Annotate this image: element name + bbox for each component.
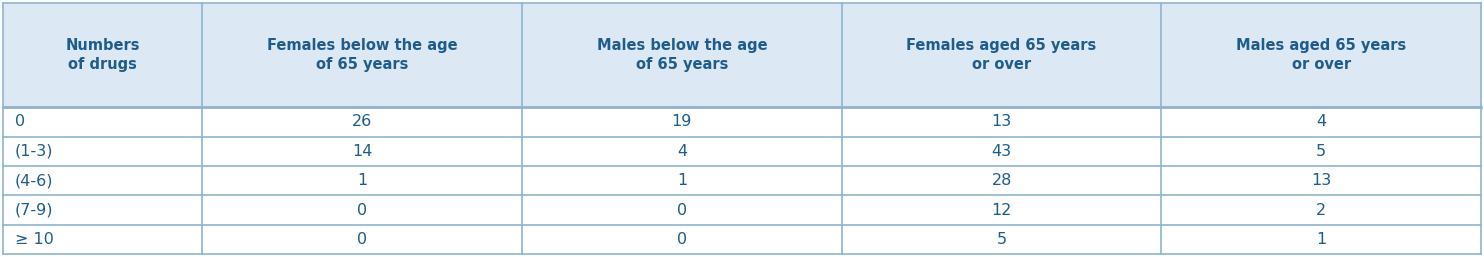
- Text: 28: 28: [991, 173, 1012, 188]
- Bar: [522, 136, 841, 166]
- Bar: [202, 136, 522, 166]
- Text: 5: 5: [1316, 144, 1327, 159]
- Text: (7-9): (7-9): [15, 203, 53, 218]
- Bar: [522, 225, 841, 254]
- Text: (1-3): (1-3): [15, 144, 53, 159]
- Bar: [202, 196, 522, 225]
- Bar: [1162, 3, 1481, 107]
- Bar: [522, 196, 841, 225]
- Text: Males aged 65 years
or over: Males aged 65 years or over: [1236, 38, 1407, 72]
- Bar: [202, 3, 522, 107]
- Text: 1: 1: [1316, 232, 1327, 247]
- Text: 0: 0: [358, 203, 368, 218]
- Bar: [1162, 196, 1481, 225]
- Text: 26: 26: [352, 114, 372, 129]
- Bar: [202, 107, 522, 136]
- Text: 1: 1: [677, 173, 687, 188]
- Bar: [522, 166, 841, 196]
- Bar: [841, 107, 1162, 136]
- Text: 43: 43: [991, 144, 1012, 159]
- Bar: [3, 225, 202, 254]
- Text: 12: 12: [991, 203, 1012, 218]
- Text: 13: 13: [991, 114, 1012, 129]
- Bar: [3, 196, 202, 225]
- Text: 0: 0: [15, 114, 25, 129]
- Text: 0: 0: [677, 203, 687, 218]
- Bar: [3, 136, 202, 166]
- Bar: [1162, 225, 1481, 254]
- Text: 4: 4: [1316, 114, 1327, 129]
- Bar: [841, 3, 1162, 107]
- Bar: [3, 107, 202, 136]
- Text: 0: 0: [677, 232, 687, 247]
- Text: Females aged 65 years
or over: Females aged 65 years or over: [907, 38, 1097, 72]
- Bar: [1162, 166, 1481, 196]
- Bar: [522, 3, 841, 107]
- Bar: [202, 225, 522, 254]
- Text: Males below the age
of 65 years: Males below the age of 65 years: [597, 38, 767, 72]
- Bar: [1162, 136, 1481, 166]
- Text: Females below the age
of 65 years: Females below the age of 65 years: [267, 38, 457, 72]
- Text: 1: 1: [358, 173, 368, 188]
- Bar: [1162, 107, 1481, 136]
- Text: 13: 13: [1310, 173, 1331, 188]
- Bar: [202, 166, 522, 196]
- Text: 5: 5: [997, 232, 1006, 247]
- Text: (4-6): (4-6): [15, 173, 53, 188]
- Bar: [3, 3, 202, 107]
- Text: 14: 14: [352, 144, 372, 159]
- Text: 19: 19: [672, 114, 692, 129]
- Text: Numbers
of drugs: Numbers of drugs: [65, 38, 139, 72]
- Text: 4: 4: [677, 144, 687, 159]
- Bar: [522, 107, 841, 136]
- Bar: [841, 136, 1162, 166]
- Bar: [3, 166, 202, 196]
- Bar: [841, 225, 1162, 254]
- Bar: [841, 196, 1162, 225]
- Text: 2: 2: [1316, 203, 1327, 218]
- Text: ≥ 10: ≥ 10: [15, 232, 53, 247]
- Text: 0: 0: [358, 232, 368, 247]
- Bar: [841, 166, 1162, 196]
